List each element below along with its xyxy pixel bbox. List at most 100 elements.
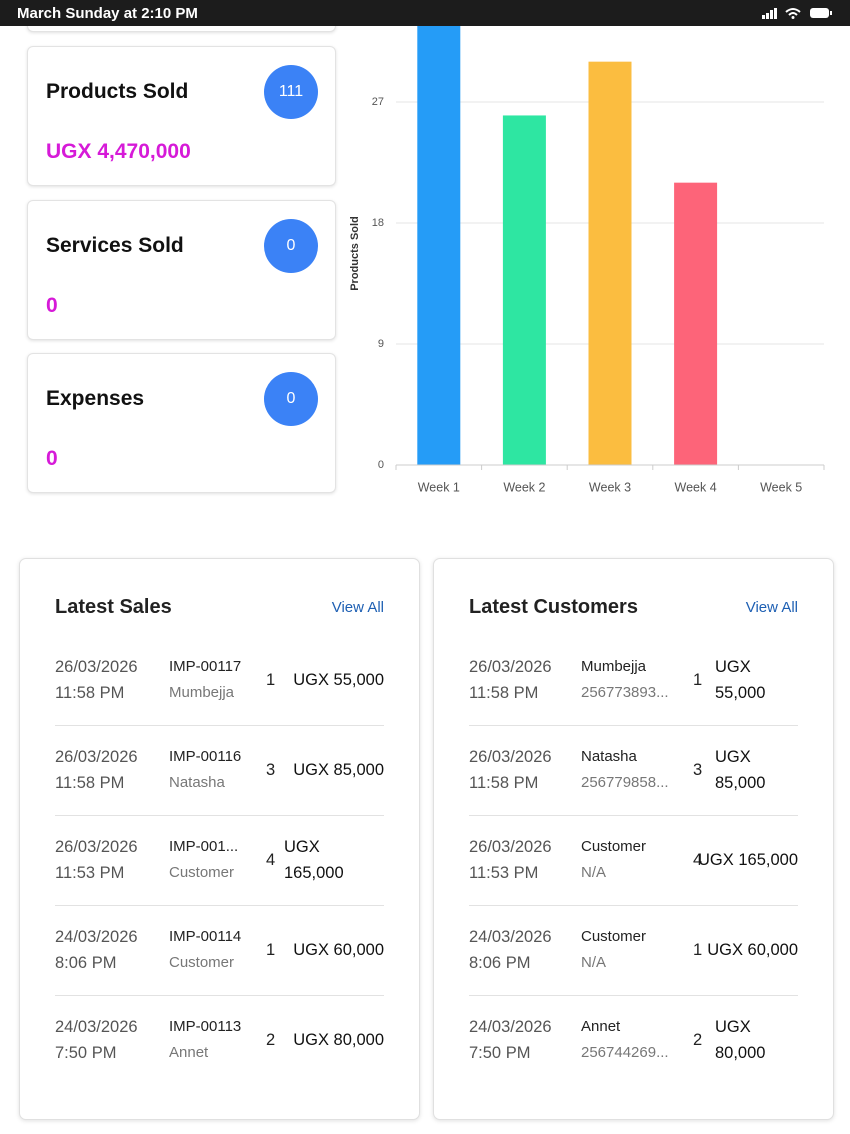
row-ref: IMP-00117 [169,658,242,675]
bar [417,26,461,465]
row-date: 26/03/2026 [55,838,138,856]
row-sub: Annet [169,1044,209,1061]
row-date: 24/03/2026 [55,1018,138,1036]
list-row: 26/03/2026 11:53 PM Customer N/A 4 UGX 165,00… [469,834,798,924]
list-row: 26/03/2026 11:53 PM IMP-001... Customer 4 UGX… [55,834,384,924]
row-sub: Mumbejja [169,684,235,701]
list-row: 26/03/2026 11:58 PM Natasha 256779858... 3 UG… [469,744,798,834]
info-block: IMP-00113 Annet [169,1014,267,1066]
row-sub: N/A [581,864,607,881]
card-count: 0 [264,218,318,273]
info-block: Mumbejja 256773893... [581,654,679,706]
row-time: 11:58 PM [469,774,539,792]
row-time: 7:50 PM [469,1044,531,1062]
y-tick-label: 9 [378,338,384,350]
row-amount: UGX 80,000 [715,1018,766,1062]
card-count: 0 [264,372,318,426]
row-amount: UGX 165,000 [284,838,344,882]
row-qty: 1 [266,941,276,959]
row-amount: UGX 85,000 [715,748,766,792]
y-axis-label: Products Sold [349,216,361,291]
x-tick-label: Week 3 [589,480,631,494]
bar-chart: 0 9 18 27 Products Sold Week 1 Week 2 Week 3 Wee… [349,26,825,494]
date-block: 26/03/2026 11:58 PM [55,654,138,706]
row-time: 11:58 PM [55,774,125,792]
stat-card: Expenses 0 0 [27,353,336,493]
card-title: Services Sold [46,233,184,257]
row-amount: UGX 85,000 [293,761,384,779]
list-row: 24/03/2026 7:50 PM Annet 256744269... 2 UGX 8… [469,1014,798,1104]
row-amount: UGX 60,000 [707,941,798,959]
row-qty: 3 [693,761,703,779]
row-separator [469,725,798,726]
card-title: Expenses [46,387,145,410]
info-block: IMP-00116 Natasha [169,744,267,796]
row-amount: UGX 55,000 [715,658,766,702]
y-tick-label: 27 [372,96,384,108]
row-sub: N/A [581,954,607,971]
list-row: 26/03/2026 11:58 PM Mumbejja 256773893... 1 U… [469,654,798,744]
y-tick-label: 18 [372,217,384,229]
status-icons [762,8,832,19]
row-ref: Mumbejja [581,658,647,675]
view-all-link[interactable]: View All [331,599,384,616]
card-amount: 0 [46,293,58,317]
row-date: 26/03/2026 [469,658,552,676]
row-sub: Natasha [169,774,225,791]
latest-customers-panel: Latest Customers View All 26/03/2026 11:58 … [433,558,834,1120]
card-amount: UGX 4,470,000 [46,140,191,163]
info-block: IMP-00114 Customer [169,924,267,976]
bar [674,182,718,465]
x-tick-label: Week 2 [503,480,545,494]
row-sub: Customer [169,954,235,971]
row-qty: 2 [693,1031,703,1049]
row-sub: 256773893... [581,684,669,701]
stat-card: Products Sold UGX 4,470,000 111 [27,46,336,186]
date-block: 26/03/2026 11:58 PM [469,744,552,796]
row-separator [469,905,798,906]
list-row: 24/03/2026 8:06 PM IMP-00114 Customer 1 UGX 6… [55,924,384,1014]
row-ref: Natasha [581,748,637,765]
date-block: 24/03/2026 7:50 PM [469,1014,552,1066]
panel-title: Latest Customers [469,596,638,618]
row-time: 11:58 PM [469,684,539,702]
list-row: 24/03/2026 8:06 PM Customer N/A 1 UGX 60,000 [469,924,798,1014]
row-ref: IMP-00114 [169,928,242,945]
row-separator [55,815,384,816]
row-ref: IMP-00116 [169,748,242,765]
row-ref: Customer [581,838,647,855]
x-tick-label: Week 5 [760,480,802,494]
row-sub: 256744269... [581,1044,669,1061]
date-block: 26/03/2026 11:53 PM [469,834,552,886]
card-count: 111 [264,65,318,119]
row-ref: IMP-00113 [169,1018,242,1035]
row-qty: 3 [266,761,276,779]
stat-card: Services Sold 0 0 [27,199,336,340]
row-date: 26/03/2026 [55,658,138,676]
x-tick-label: Week 4 [675,480,717,494]
card-amount: 0 [46,447,58,470]
bar [502,115,546,465]
list-row: 26/03/2026 11:58 PM IMP-00116 Natasha 3 UGX 8… [55,744,384,834]
row-separator [55,725,384,726]
row-date: 24/03/2026 [469,928,552,946]
row-sub: 256779858... [581,774,669,791]
latest-sales-panel: Latest Sales View All 26/03/2026 11:58 PM IM… [19,558,420,1120]
row-date: 26/03/2026 [469,748,552,766]
row-time: 8:06 PM [55,954,117,972]
panel-title: Latest Sales [55,596,172,618]
bar [588,61,632,466]
row-time: 11:53 PM [469,864,539,882]
info-block: IMP-001... Customer [169,834,267,886]
view-all-link[interactable]: View All [745,599,798,616]
row-qty: 2 [266,1031,276,1049]
date-block: 24/03/2026 7:50 PM [55,1014,138,1066]
y-tick-label: 0 [378,459,384,471]
info-block: Natasha 256779858... [581,744,679,796]
row-separator [469,815,798,816]
list-row: 24/03/2026 7:50 PM IMP-00113 Annet 2 UGX 80,0… [55,1014,384,1104]
row-amount: UGX 80,000 [293,1031,384,1049]
info-block: Annet 256744269... [581,1014,679,1066]
row-date: 26/03/2026 [55,748,138,766]
